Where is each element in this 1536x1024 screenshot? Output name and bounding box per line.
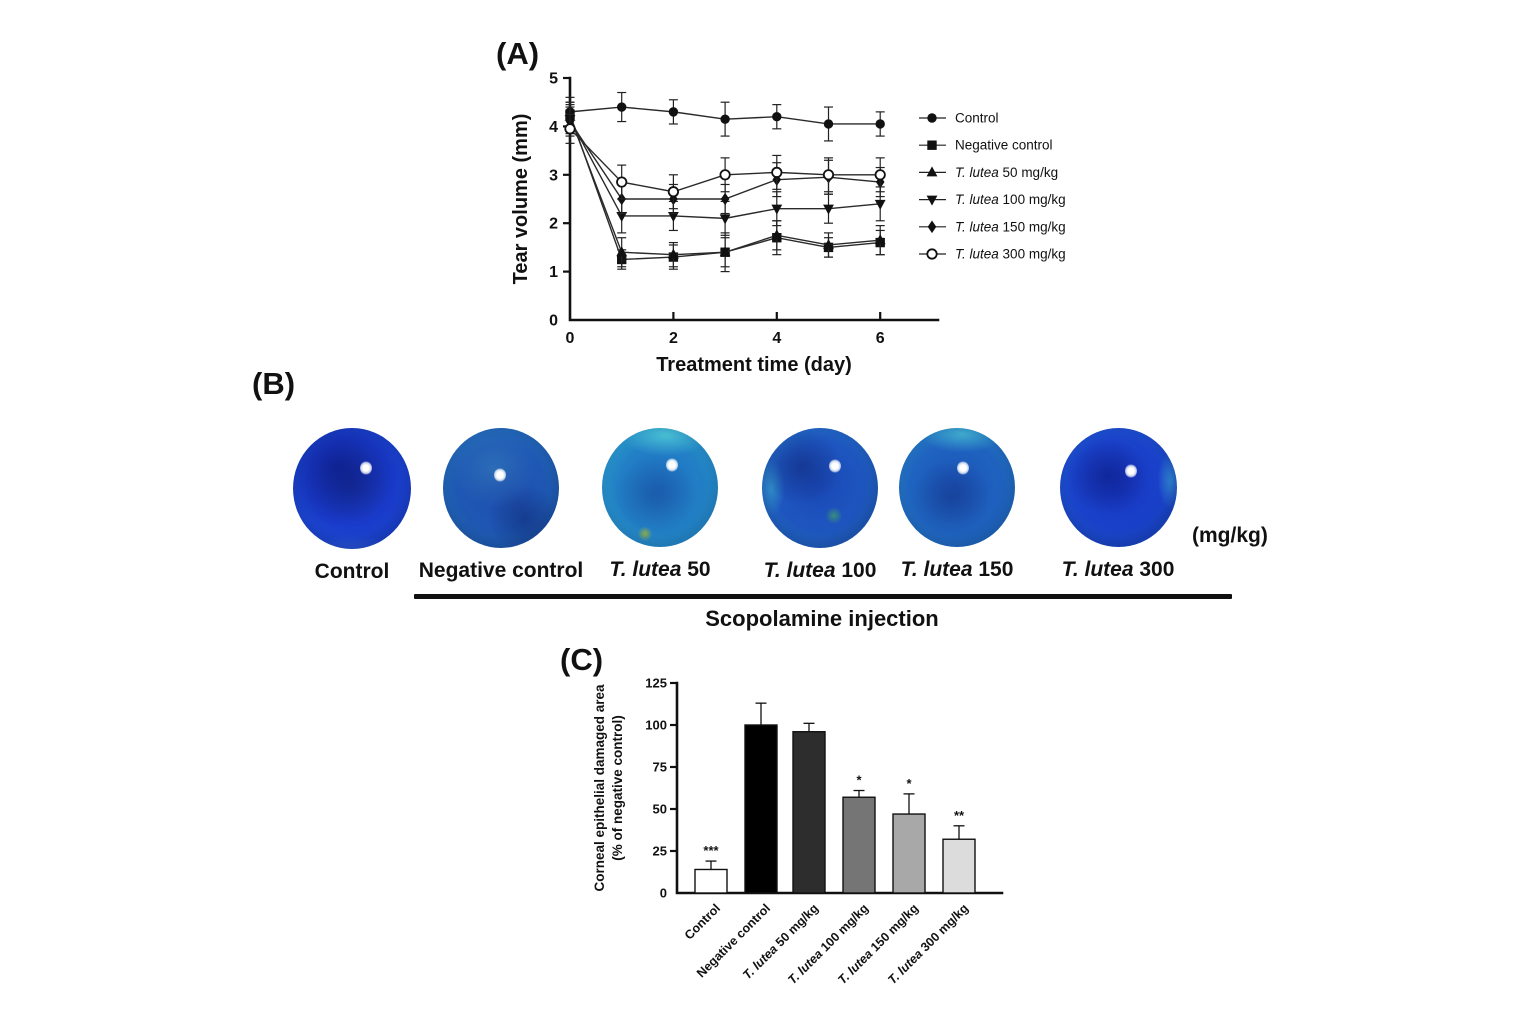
corneal-damage-bar-chart: 0 25 50 75 100 125 Corneal epithelial damaged … [592, 676, 1004, 987]
specular-highlight [957, 461, 969, 476]
tear-volume-line-chart: 0 1 2 3 4 5 0 2 4 6 Treatment time (day) Tear volum… [510, 71, 1066, 377]
legend: Control Negative control T. lutea 50 mg/kg… [919, 111, 1066, 262]
svg-text:T. lutea 50 mg/kg: T. lutea 50 mg/kg [955, 165, 1058, 180]
eye-label-tlutea-150: T. lutea 150 [900, 558, 1014, 581]
svg-text:0: 0 [660, 886, 667, 901]
svg-text:Corneal epithelial damaged are: Corneal epithelial damaged area [592, 684, 607, 892]
cornea-photo-control [293, 428, 411, 549]
significance-marker: ** [954, 808, 965, 823]
eye-label-tlutea-300: T. lutea 300 [1061, 558, 1175, 581]
svg-text:50: 50 [653, 802, 667, 817]
bar-T. lutea 100 mg/kg: * [842, 773, 876, 894]
svg-text:4: 4 [549, 119, 558, 136]
svg-text:1: 1 [549, 264, 558, 281]
specular-highlight [1125, 463, 1138, 478]
svg-text:Negative control: Negative control [955, 138, 1053, 153]
cornea-photo-tlutea-300 [1059, 428, 1177, 547]
eye-item-tlutea-50: T. lutea 50 [548, 428, 772, 582]
bar-Control: *** [694, 843, 728, 894]
svg-text:Tear volume (mm): Tear volume (mm) [510, 114, 532, 285]
axes: 0 1 2 3 4 5 0 2 4 6 Treatment time (day) Tear volum… [510, 71, 940, 376]
cornea-photo-tlutea-150 [899, 428, 1015, 547]
svg-text:Control: Control [955, 111, 999, 126]
series-T. lutea 50 mg/kg [564, 101, 886, 268]
specular-highlight [829, 459, 842, 474]
panel-a-label: (A) [496, 36, 540, 71]
bar-T. lutea 300 mg/kg: ** [942, 808, 976, 894]
svg-text:125: 125 [645, 676, 667, 691]
svg-text:6: 6 [876, 330, 885, 347]
significance-marker: * [906, 776, 912, 791]
svg-text:0: 0 [549, 313, 558, 330]
eye-item-negative-control: Negative control [389, 428, 613, 583]
svg-text:2: 2 [549, 216, 558, 233]
svg-text:4: 4 [772, 330, 781, 347]
eye-item-tlutea-100: T. lutea 100 [708, 428, 932, 583]
specular-highlight [665, 457, 678, 472]
eye-item-tlutea-150: T. lutea 150 [845, 428, 1069, 582]
svg-text:T. lutea 300 mg/kg: T. lutea 300 mg/kg [955, 247, 1066, 262]
eye-label-tlutea-100: T. lutea 100 [763, 559, 877, 582]
svg-text:T. lutea 100 mg/kg: T. lutea 100 mg/kg [955, 192, 1066, 207]
series-Control [565, 91, 885, 142]
mgkg-unit-label: (mg/kg) [1192, 524, 1268, 547]
panel-b-label: (B) [252, 366, 296, 401]
specular-highlight [494, 467, 507, 482]
panel-c-label: (C) [560, 642, 604, 677]
svg-text:75: 75 [653, 760, 667, 775]
svg-text:2: 2 [669, 330, 678, 347]
series-T. lutea 300 mg/kg [564, 113, 886, 210]
svg-text:3: 3 [549, 167, 558, 184]
cornea-photo-negative-control [443, 428, 559, 548]
scopolamine-bracket-line [414, 594, 1232, 599]
svg-text:(% of negative control): (% of negative control) [610, 715, 625, 861]
svg-text:25: 25 [653, 844, 667, 859]
specular-highlight [360, 460, 373, 475]
eye-item-tlutea-300: T. lutea 300 [1006, 428, 1230, 582]
svg-text:5: 5 [549, 71, 558, 88]
bar-Negative control [744, 702, 778, 894]
svg-text:Treatment time (day): Treatment time (day) [656, 354, 852, 376]
eye-item-control: Control [240, 428, 464, 584]
cornea-photo-tlutea-50 [602, 428, 718, 547]
eye-label-negative-control: Negative control [418, 559, 584, 582]
svg-text:T. lutea 150 mg/kg: T. lutea 150 mg/kg [955, 219, 1066, 234]
svg-text:Control: Control [682, 901, 723, 942]
svg-text:0: 0 [566, 330, 575, 347]
eye-label-tlutea-50: T. lutea 50 [609, 558, 711, 581]
scopolamine-injection-label: Scopolamine injection [705, 606, 939, 631]
bar-T. lutea 150 mg/kg: * [892, 776, 926, 894]
significance-marker: * [856, 773, 862, 788]
cornea-photo-tlutea-100 [762, 428, 878, 548]
eye-label-control: Control [314, 560, 390, 583]
bar-T. lutea 50 mg/kg [792, 722, 826, 894]
significance-marker: *** [703, 843, 719, 858]
svg-text:100: 100 [645, 718, 667, 733]
